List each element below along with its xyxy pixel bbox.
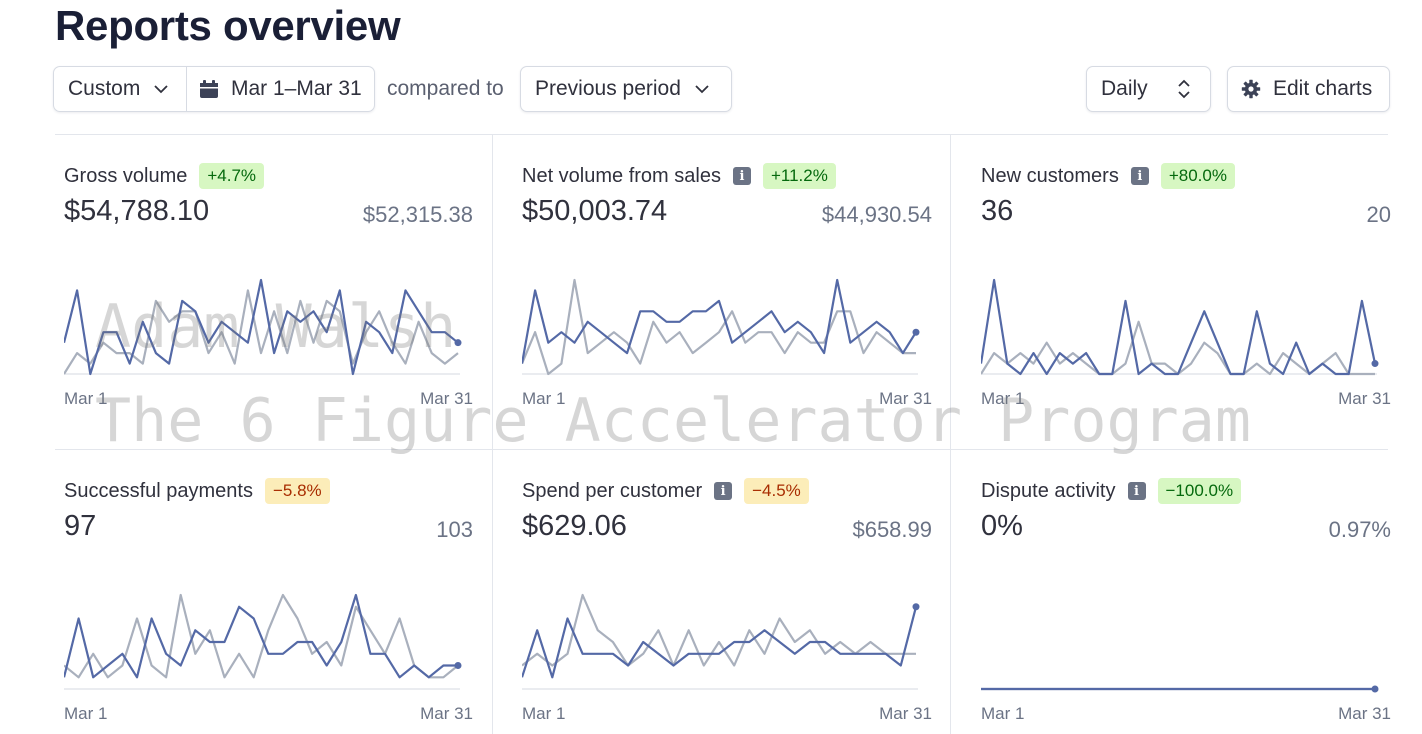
sparkline-chart[interactable]	[64, 274, 464, 394]
previous-value: 0.97%	[1328, 517, 1391, 542]
info-icon[interactable]: i	[732, 167, 751, 185]
previous-period-line	[64, 593, 459, 679]
card-title-row: Net volume from sales i +11.2%	[522, 163, 836, 189]
x-axis-end-label: Mar 31	[879, 704, 932, 723]
comparison-label: Previous period	[535, 77, 681, 100]
interval-select[interactable]: Daily	[1086, 66, 1211, 112]
range-preset-label: Custom	[68, 77, 141, 100]
current-period-line	[64, 593, 458, 679]
x-axis-start-label: Mar 1	[981, 704, 1025, 723]
sparkline-chart[interactable]	[64, 589, 464, 709]
report-card[interactable]: Net volume from sales i +11.2% $50,003.74 $4…	[513, 134, 951, 419]
change-badge: −4.5%	[744, 478, 809, 504]
card-title-row: Spend per customer i −4.5%	[522, 478, 809, 504]
date-range-picker[interactable]: Mar 1–Mar 31	[187, 67, 374, 111]
card-title-row: New customers i +80.0%	[981, 163, 1235, 189]
current-period-line	[522, 278, 917, 364]
card-title-row: Successful payments −5.8%	[64, 478, 330, 504]
previous-period-line	[64, 289, 459, 375]
current-value: $54,788.10	[64, 195, 210, 227]
info-icon[interactable]: i	[714, 482, 733, 500]
current-value: $50,003.74	[522, 195, 668, 227]
card-title: New customers	[981, 164, 1119, 187]
change-badge: +11.2%	[762, 163, 836, 189]
grid-divider	[950, 134, 951, 734]
x-axis-end-label: Mar 31	[1338, 704, 1391, 723]
range-preset-dropdown[interactable]: Custom	[54, 67, 187, 111]
last-point-marker	[454, 662, 462, 669]
x-axis-start-label: Mar 1	[522, 389, 566, 408]
previous-value: $44,930.54	[821, 202, 932, 227]
card-title: Dispute activity	[981, 479, 1116, 502]
current-value: 0%	[981, 510, 1023, 542]
current-period-line	[981, 278, 1377, 376]
current-value: 36	[981, 195, 1014, 227]
last-point-marker	[912, 603, 920, 611]
x-axis-start-label: Mar 1	[64, 704, 108, 723]
card-title: Net volume from sales	[522, 164, 721, 187]
previous-period-line	[981, 320, 1375, 376]
previous-period-line	[522, 278, 916, 376]
report-card[interactable]: Dispute activity i −100.0% 0% 0.97% Mar 1 Mar …	[972, 449, 1410, 734]
x-axis-end-label: Mar 31	[420, 389, 473, 408]
card-title: Gross volume	[64, 164, 188, 187]
previous-value: $658.99	[852, 517, 932, 542]
card-title: Spend per customer	[522, 479, 703, 502]
card-title-row: Gross volume +4.7%	[64, 163, 265, 189]
comparison-dropdown[interactable]: Previous period	[520, 66, 732, 112]
current-value: $629.06	[522, 510, 627, 542]
chevron-up-down-icon	[1178, 79, 1190, 99]
report-card[interactable]: Spend per customer i −4.5% $629.06 $658.99 Ma…	[513, 449, 951, 734]
chevron-down-icon	[695, 85, 709, 94]
last-point-marker	[454, 339, 462, 347]
date-range-selector: Custom Mar 1–Mar 31	[53, 66, 375, 112]
report-cards-grid	[55, 134, 1388, 734]
previous-value: 103	[436, 517, 473, 542]
info-icon[interactable]: i	[1130, 167, 1149, 185]
gear-icon	[1241, 79, 1261, 99]
change-badge: +4.7%	[199, 163, 265, 189]
report-card[interactable]: New customers i +80.0% 36 20 Mar 1 Mar 31	[972, 134, 1410, 419]
sparkline-chart[interactable]	[981, 589, 1381, 709]
x-axis-end-label: Mar 31	[1338, 389, 1391, 408]
grid-divider	[492, 134, 493, 734]
previous-value: 20	[1366, 202, 1391, 227]
toolbar: Custom Mar 1–Mar 31 compared to Previous…	[53, 66, 1390, 112]
last-point-marker	[1371, 685, 1379, 693]
change-badge: −5.8%	[264, 478, 330, 504]
date-range-label: Mar 1–Mar 31	[231, 77, 362, 100]
sparkline-chart[interactable]	[522, 274, 922, 394]
change-badge: +80.0%	[1160, 163, 1235, 189]
card-title: Successful payments	[64, 479, 253, 502]
last-point-marker	[912, 328, 920, 336]
grid-divider	[55, 449, 1388, 450]
report-card[interactable]: Gross volume +4.7% $54,788.10 $52,315.38 Mar…	[55, 134, 492, 419]
compared-to-label: compared to	[387, 77, 504, 100]
previous-value: $52,315.38	[362, 202, 473, 227]
interval-label: Daily	[1101, 77, 1148, 100]
info-icon[interactable]: i	[1127, 482, 1146, 500]
current-period-line	[64, 278, 459, 376]
card-title-row: Dispute activity i −100.0%	[981, 478, 1242, 504]
calendar-icon	[200, 80, 218, 98]
edit-charts-label: Edit charts	[1273, 77, 1373, 100]
x-axis-start-label: Mar 1	[522, 704, 566, 723]
x-axis-end-label: Mar 31	[420, 704, 473, 723]
last-point-marker	[1371, 360, 1379, 368]
current-value: 97	[64, 510, 97, 542]
report-card[interactable]: Successful payments −5.8% 97 103 Mar 1 Mar 31	[55, 449, 492, 734]
sparkline-chart[interactable]	[522, 589, 922, 709]
change-badge: −100.0%	[1157, 478, 1242, 504]
x-axis-end-label: Mar 31	[879, 389, 932, 408]
chevron-down-icon	[154, 85, 168, 94]
x-axis-start-label: Mar 1	[64, 389, 108, 408]
sparkline-chart[interactable]	[981, 274, 1381, 394]
edit-charts-button[interactable]: Edit charts	[1227, 66, 1390, 112]
x-axis-start-label: Mar 1	[981, 389, 1025, 408]
page-title: Reports overview	[55, 2, 401, 49]
previous-period-line	[522, 593, 916, 667]
current-period-line	[522, 606, 918, 679]
